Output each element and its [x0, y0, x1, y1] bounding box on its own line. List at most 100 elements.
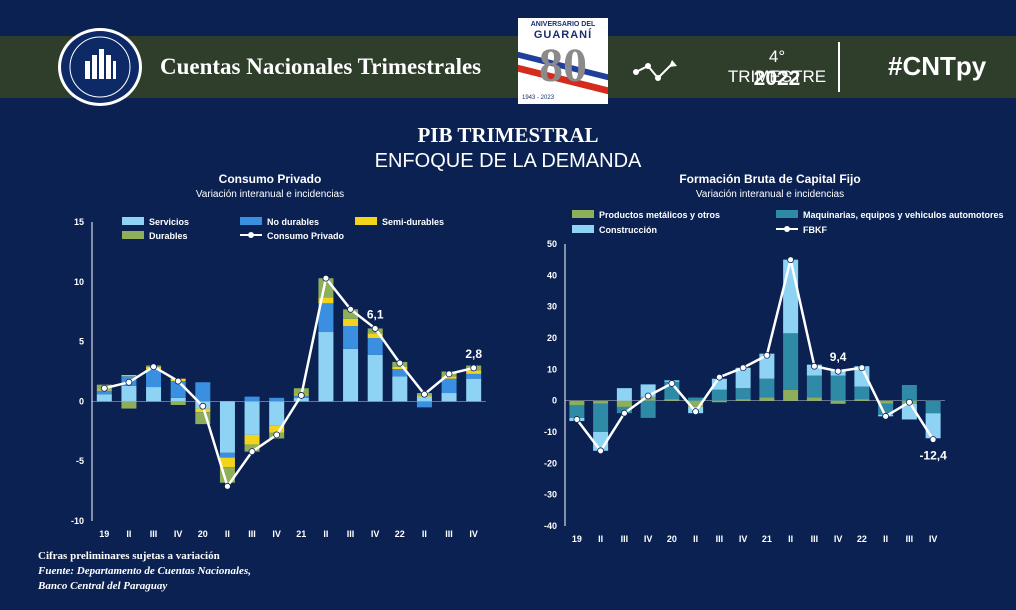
consumo-line-point — [100, 384, 108, 392]
fbkf-bar-2 — [830, 375, 846, 401]
fbkf-line-point — [882, 412, 890, 420]
anniversary-logo: ANIVERSARIO DEL GUARANÍ 80 1943 - 2023 — [518, 18, 608, 104]
consumo-bar-1 — [121, 385, 137, 402]
fbkf-xtick-label: IV — [644, 534, 653, 544]
chart2-title: Formación Bruta de Capital Fijo — [679, 172, 861, 186]
fbkf-xtick-label: 22 — [857, 534, 867, 544]
consumo-line-point — [322, 274, 330, 282]
fbkf-line-point — [620, 409, 628, 417]
consumo-xtick-label: 22 — [395, 529, 405, 539]
fbkf-legend-label: FBKF — [803, 225, 827, 235]
consumo-bar-3 — [269, 425, 285, 433]
consumo-ytick-label: -10 — [71, 516, 84, 526]
consumo-bar-2 — [416, 401, 432, 408]
fbkf-xtick-label: II — [788, 534, 793, 544]
consumo-bar-1 — [219, 401, 235, 453]
consumo-xtick-label: II — [323, 529, 328, 539]
consumo-ytick-label: 5 — [79, 337, 84, 347]
header-banner — [0, 36, 1016, 98]
consumo-bar-1 — [343, 348, 359, 402]
consumo-bar-3 — [244, 434, 260, 445]
main-subtitle: ENFOQUE DE LA DEMANDA — [374, 150, 642, 172]
consumo-bar-4 — [121, 401, 137, 409]
consumo-legend-label: Semi-durables — [382, 217, 444, 227]
consumo-bar-1 — [392, 376, 408, 402]
consumo-legend-label: Consumo Privado — [267, 231, 345, 241]
consumo-line-point — [421, 390, 428, 398]
consumo-bar-2 — [392, 369, 408, 377]
consumo-data-label: 6,1 — [367, 307, 384, 321]
fbkf-data-label: 9,4 — [830, 350, 847, 364]
fbkf-xtick-label: III — [621, 534, 629, 544]
fbkf-legend-swatch — [572, 225, 594, 233]
fbkf-line-point — [644, 392, 652, 400]
hashtag: #CNTpy — [888, 51, 987, 81]
consumo-ytick-label: 15 — [74, 217, 84, 227]
fbkf-bar-2 — [901, 385, 917, 401]
consumo-bar-4 — [244, 444, 260, 452]
fbkf-bar-1 — [878, 400, 894, 404]
consumo-bar-2 — [318, 303, 334, 333]
consumo-xtick-label: III — [445, 529, 453, 539]
consumo-ytick-label: -5 — [76, 456, 84, 466]
fbkf-xtick-label: III — [906, 534, 914, 544]
consumo-bar-2 — [96, 390, 112, 395]
chart1-subtitle: Variación interanual e incidencias — [195, 189, 345, 200]
fbkf-ytick-label: 0 — [552, 396, 557, 406]
consumo-bar-3 — [367, 333, 383, 339]
consumo-legend-label: Servicios — [149, 217, 189, 227]
consumo-bar-1 — [170, 397, 186, 402]
fbkf-bar-2 — [593, 403, 609, 432]
fbkf-legend-swatch — [776, 210, 798, 218]
fbkf-bar-1 — [806, 397, 822, 401]
fbkf-bar-1 — [711, 400, 727, 403]
fbkf-bar-1 — [735, 399, 751, 401]
fbkf-ytick-label: -10 — [544, 427, 557, 437]
consumo-bar-1 — [416, 396, 432, 402]
fbkf-xtick-label: 20 — [667, 534, 677, 544]
fbkf-line-point — [905, 398, 913, 406]
chart2-subtitle: Variación interanual e incidencias — [695, 189, 845, 200]
consumo-bar-1 — [96, 394, 112, 402]
consumo-bar-1 — [244, 401, 260, 435]
fbkf-line-point — [597, 447, 605, 455]
consumo-xtick-label: IV — [272, 529, 281, 539]
anniversary-top-text: ANIVERSARIO DEL — [530, 21, 596, 28]
fbkf-bar-1 — [759, 397, 775, 401]
consumo-xtick-label: II — [126, 529, 131, 539]
consumo-line-point — [224, 482, 231, 490]
fbkf-bar-3 — [711, 378, 727, 390]
consumo-data-label: 2,8 — [465, 347, 482, 361]
fbkf-legend-label: Construcción — [599, 225, 657, 235]
consumo-ytick-label: 10 — [74, 277, 84, 287]
consumo-legend-line-marker — [248, 232, 254, 238]
consumo-bar-2 — [269, 397, 285, 402]
consumo-xtick-label: IV — [371, 529, 380, 539]
consumo-xtick-label: III — [347, 529, 355, 539]
anniversary-number: 80 — [539, 39, 587, 92]
fbkf-line-point — [692, 408, 700, 416]
fbkf-xtick-label: IV — [834, 534, 843, 544]
consumo-bar-1 — [269, 401, 285, 426]
source-line-1: Fuente: Departamento de Cuentas Nacional… — [38, 565, 251, 577]
fbkf-line-point — [739, 364, 747, 372]
fbkf-ytick-label: -30 — [544, 490, 557, 500]
fbkf-bar-2 — [711, 389, 727, 401]
consumo-bar-1 — [441, 393, 457, 402]
consumo-bar-3 — [441, 376, 457, 379]
fbkf-legend-line-marker — [784, 226, 790, 232]
consumo-xtick-label: II — [422, 529, 427, 539]
consumo-ytick-label: 0 — [79, 396, 84, 406]
consumo-line-point — [347, 305, 354, 313]
fbkf-data-label: -12,4 — [919, 449, 947, 463]
consumo-line-series — [104, 275, 474, 490]
consumo-bar-1 — [293, 397, 309, 402]
fbkf-xtick-label: IV — [929, 534, 938, 544]
fbkf-bar-3 — [616, 388, 632, 401]
consumo-line-point — [248, 448, 256, 456]
fbkf-bar-3 — [854, 366, 870, 387]
consumo-line-point — [297, 392, 305, 399]
consumo-bar-1 — [466, 378, 482, 402]
consumo-legend-label: No durables — [267, 217, 319, 227]
fbkf-xtick-label: IV — [739, 534, 748, 544]
